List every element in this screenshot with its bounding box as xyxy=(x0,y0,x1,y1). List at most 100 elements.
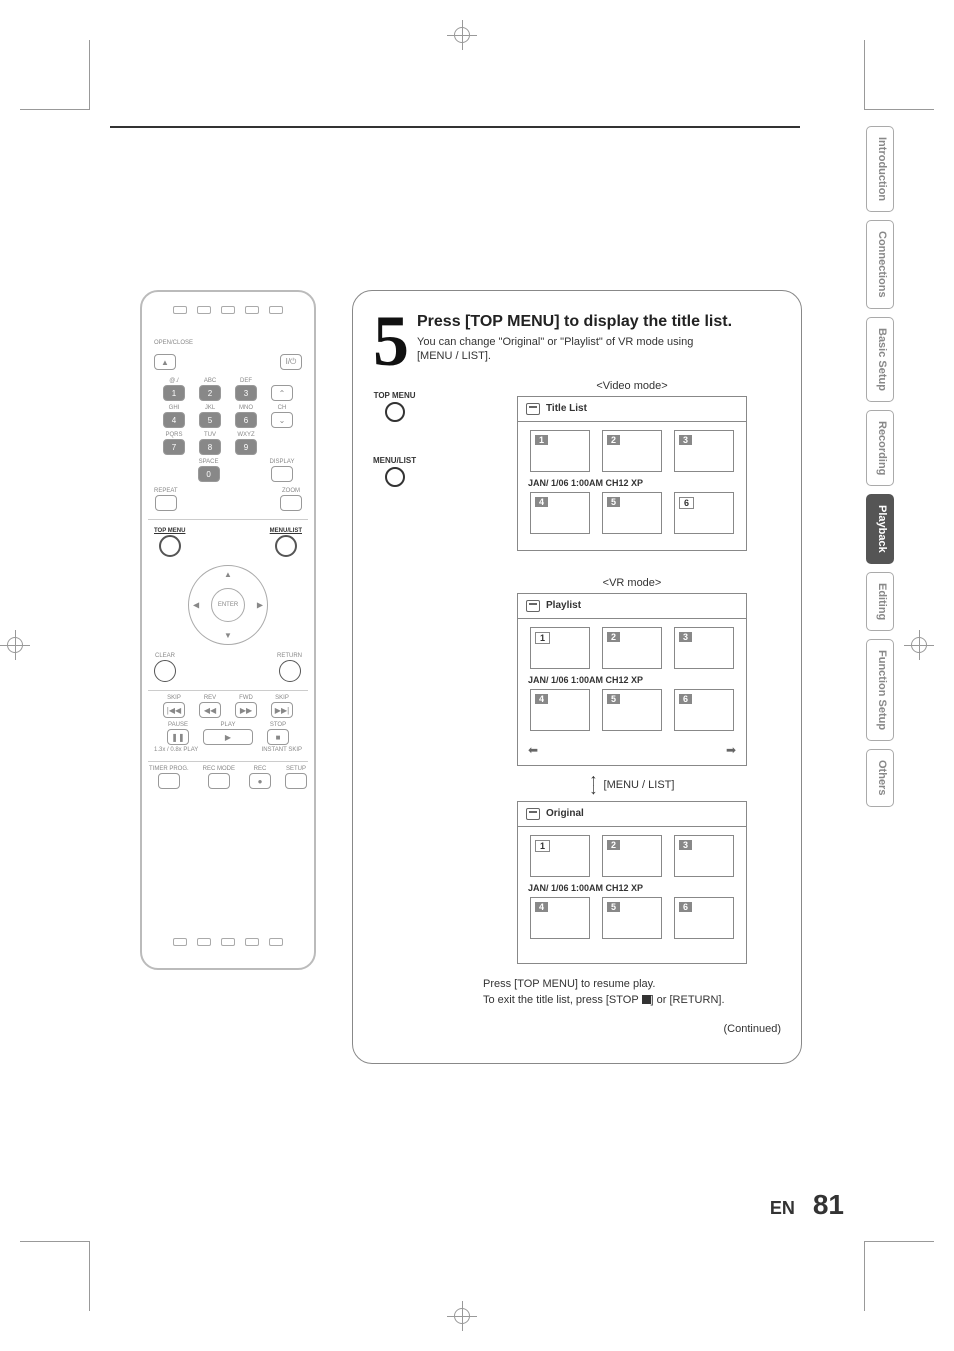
tab-editing[interactable]: Editing xyxy=(866,572,894,631)
thumb: 5 xyxy=(602,689,662,731)
num-9: 9 xyxy=(235,439,257,455)
section-tabs: Introduction Connections Basic Setup Rec… xyxy=(866,126,894,1038)
timer-button xyxy=(158,773,180,789)
thumb: 1 xyxy=(530,627,590,669)
label-open-close: OPEN/CLOSE xyxy=(154,340,314,346)
num-0: 0 xyxy=(198,466,220,482)
ch-up: ⌃ xyxy=(271,385,293,401)
panel-playlist: Playlist 1 2 3 JAN/ 1/06 1:00AM CH12 XP … xyxy=(517,593,747,766)
tab-introduction[interactable]: Introduction xyxy=(866,126,894,212)
disc-icon xyxy=(526,600,540,612)
tab-others[interactable]: Others xyxy=(866,749,894,806)
step-number: 5 xyxy=(373,309,409,374)
power-button: I/⏻ xyxy=(280,354,302,370)
clear-button xyxy=(154,660,176,682)
panel-meta: JAN/ 1/06 1:00AM CH12 XP xyxy=(518,883,746,897)
panel-title-label: Playlist xyxy=(546,600,581,611)
down-arrow-icon: ↓ xyxy=(590,785,598,795)
panel-title-label: Original xyxy=(546,808,584,819)
footer-text: Press [TOP MENU] to resume play. To exit… xyxy=(483,976,781,1009)
pause-button: ❚❚ xyxy=(167,729,189,745)
rev-button: ◀◀ xyxy=(199,702,221,718)
registration-mark xyxy=(904,630,934,660)
num-2: 2 xyxy=(199,385,221,401)
skip-next: ▶▶| xyxy=(271,702,293,718)
thumb: 3 xyxy=(674,627,734,669)
registration-mark xyxy=(0,630,30,660)
thumb: 5 xyxy=(602,897,662,939)
continued-label: (Continued) xyxy=(483,1023,781,1035)
num-8: 8 xyxy=(199,439,221,455)
thumb: 1 xyxy=(530,430,590,472)
skip-prev: |◀◀ xyxy=(163,702,185,718)
thumb: 4 xyxy=(530,492,590,534)
label-menu-list: MENU/LIST xyxy=(270,528,302,534)
eject-button: ▲ xyxy=(154,354,176,370)
play-button: ▶ xyxy=(203,729,253,745)
step-content: 5 Press [TOP MENU] to display the title … xyxy=(352,290,802,1064)
num-6: 6 xyxy=(235,412,257,428)
num-3: 3 xyxy=(235,385,257,401)
panel-meta: JAN/ 1/06 1:00AM CH12 XP xyxy=(518,675,746,689)
recmode-button xyxy=(208,773,230,789)
step-body: You can change "Original" or "Playlist" … xyxy=(417,335,781,364)
thumb: 2 xyxy=(602,430,662,472)
top-rule xyxy=(110,126,800,128)
step-title: Press [TOP MENU] to display the title li… xyxy=(417,313,781,331)
thumb: 4 xyxy=(530,897,590,939)
disc-icon xyxy=(526,808,540,820)
panel-title-label: Title List xyxy=(546,403,587,414)
disc-icon xyxy=(526,403,540,415)
video-mode-label: <Video mode> xyxy=(483,380,781,392)
thumb: 2 xyxy=(602,835,662,877)
thumb: 6 xyxy=(674,689,734,731)
registration-mark xyxy=(447,20,477,50)
nav-ring: ▲▼◀▶ ENTER xyxy=(188,565,268,645)
callout-menu-list-label: MENU/LIST xyxy=(373,456,416,465)
enter-button: ENTER xyxy=(211,588,245,622)
rec-button: ● xyxy=(249,773,271,789)
fwd-button: ▶▶ xyxy=(235,702,257,718)
menu-list-button xyxy=(275,535,297,557)
panel-title-list: Title List 1 2 3 JAN/ 1/06 1:00AM CH12 X… xyxy=(517,396,747,551)
thumb: 1 xyxy=(530,835,590,877)
tab-basic-setup[interactable]: Basic Setup xyxy=(866,317,894,402)
num-1: 1 xyxy=(163,385,185,401)
callout-top-menu-icon xyxy=(385,402,405,422)
tab-recording[interactable]: Recording xyxy=(866,410,894,486)
return-button xyxy=(279,660,301,682)
thumb: 5 xyxy=(602,492,662,534)
num-5: 5 xyxy=(199,412,221,428)
ch-down: ⌄ xyxy=(271,412,293,428)
panel-original: Original 1 2 3 JAN/ 1/06 1:00AM CH12 XP … xyxy=(517,801,747,964)
remote-illustration: OPEN/CLOSE ▲ I/⏻ @./1 ABC2 DEF3 ⌃ GHI4 J… xyxy=(140,290,316,970)
right-arrow-icon: ➡ xyxy=(726,743,736,757)
page-footer: EN81 xyxy=(770,1189,844,1221)
callout-buttons: TOP MENU MENU/LIST xyxy=(373,391,416,487)
display-button xyxy=(271,466,293,482)
stop-icon xyxy=(642,995,651,1004)
setup-button xyxy=(285,773,307,789)
callout-top-menu-label: TOP MENU xyxy=(374,391,416,400)
thumb: 4 xyxy=(530,689,590,731)
num-4: 4 xyxy=(163,412,185,428)
zoom-button xyxy=(280,495,302,511)
tab-connections[interactable]: Connections xyxy=(866,220,894,309)
thumb: 3 xyxy=(674,835,734,877)
tab-playback[interactable]: Playback xyxy=(866,494,894,564)
left-arrow-icon: ⬅ xyxy=(528,743,538,757)
callout-menu-list-icon xyxy=(385,467,405,487)
toggle-menu-list: ↑ ↓ [MENU / LIST] xyxy=(483,776,781,795)
thumb: 2 xyxy=(602,627,662,669)
thumb: 6 xyxy=(674,897,734,939)
tab-function-setup[interactable]: Function Setup xyxy=(866,639,894,741)
label-top-menu: TOP MENU xyxy=(154,528,185,534)
stop-button: ■ xyxy=(267,729,289,745)
panel-meta: JAN/ 1/06 1:00AM CH12 XP xyxy=(518,478,746,492)
top-menu-button xyxy=(159,535,181,557)
thumb: 6 xyxy=(674,492,734,534)
num-7: 7 xyxy=(163,439,185,455)
repeat-button xyxy=(155,495,177,511)
thumb: 3 xyxy=(674,430,734,472)
vr-mode-label: <VR mode> xyxy=(483,577,781,589)
